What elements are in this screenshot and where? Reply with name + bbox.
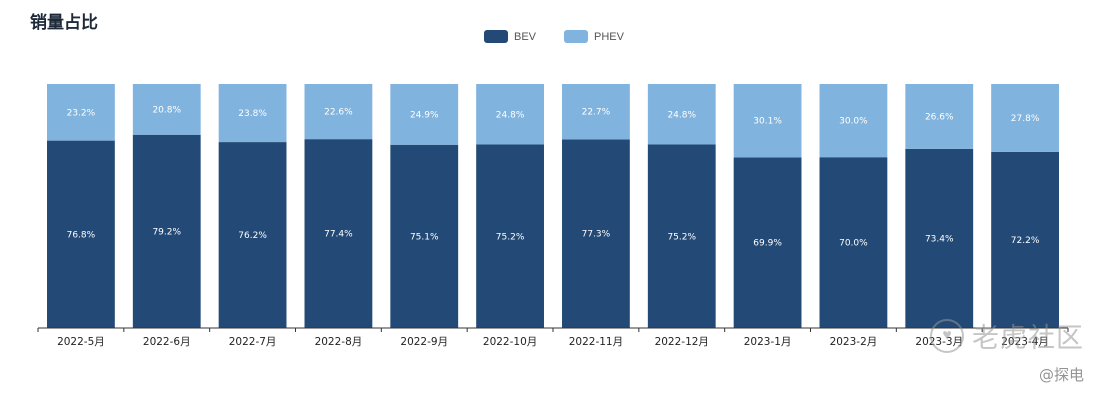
x-tick-label-9: 2023-2月: [830, 336, 878, 348]
data-label-bev-11: 72.2%: [1011, 236, 1040, 246]
bar-phev-0[interactable]: [47, 84, 115, 141]
bar-bev-0[interactable]: [47, 140, 115, 328]
watermark-logo-icon: ♥: [930, 318, 964, 353]
data-label-phev-4: 24.9%: [410, 110, 439, 120]
bar-bev-6[interactable]: [562, 139, 630, 328]
data-label-phev-5: 24.8%: [496, 110, 525, 120]
bar-bev-1[interactable]: [132, 134, 201, 328]
data-label-phev-8: 30.1%: [753, 117, 782, 127]
bar-phev-11[interactable]: [991, 84, 1059, 152]
x-tick-label-3: 2022-8月: [315, 336, 363, 348]
bar-bev-2[interactable]: [218, 142, 287, 328]
legend-swatch-phev: [564, 30, 589, 43]
data-label-phev-6: 22.7%: [582, 108, 611, 118]
data-label-phev-10: 26.6%: [925, 112, 954, 122]
x-tick-label-7: 2022-12月: [655, 336, 709, 348]
bar-phev-7[interactable]: [647, 84, 716, 145]
data-label-phev-7: 24.8%: [667, 110, 696, 120]
legend-label-bev: BEV: [514, 30, 537, 43]
bar-phev-3[interactable]: [304, 84, 373, 140]
bar-bev-8[interactable]: [733, 157, 802, 328]
x-tick-label-0: 2022-5月: [57, 336, 105, 348]
bar-bev-11[interactable]: [991, 151, 1059, 328]
watermark: ♥ 老虎社区: [930, 316, 1084, 355]
data-label-bev-1: 79.2%: [152, 227, 181, 237]
data-label-phev-0: 23.2%: [67, 108, 96, 118]
bar-phev-4[interactable]: [390, 84, 459, 145]
bar-bev-9[interactable]: [819, 157, 888, 328]
bar-phev-5[interactable]: [476, 84, 544, 145]
data-label-bev-0: 76.8%: [67, 230, 96, 240]
legend-swatch-bev: [484, 30, 508, 43]
x-tick-label-5: 2022-10月: [483, 336, 537, 348]
data-label-bev-8: 69.9%: [753, 239, 782, 249]
bar-bev-4[interactable]: [390, 144, 459, 328]
data-label-bev-9: 70.0%: [839, 239, 868, 249]
bar-bev-3[interactable]: [304, 139, 373, 328]
x-tick-label-1: 2022-6月: [143, 336, 191, 348]
data-label-bev-3: 77.4%: [324, 230, 353, 240]
x-tick-label-2: 2022-7月: [229, 336, 277, 348]
bar-bev-10[interactable]: [905, 148, 974, 328]
data-label-bev-4: 75.1%: [410, 232, 439, 242]
watermark-text: 老虎社区: [972, 323, 1084, 354]
x-tick-label-4: 2022-9月: [400, 336, 448, 348]
data-label-bev-2: 76.2%: [238, 231, 267, 241]
data-label-phev-3: 22.6%: [324, 108, 353, 118]
data-label-bev-5: 75.2%: [496, 232, 525, 242]
data-label-bev-7: 75.2%: [667, 232, 696, 242]
chart-legend: BEV PHEV: [0, 30, 1108, 43]
x-tick-label-6: 2022-11月: [569, 336, 623, 348]
bar-phev-8[interactable]: [733, 84, 802, 158]
data-label-phev-11: 27.8%: [1011, 114, 1040, 124]
data-label-bev-6: 77.3%: [582, 230, 611, 240]
data-label-phev-9: 30.0%: [839, 117, 868, 127]
bar-phev-6[interactable]: [562, 84, 630, 140]
data-label-bev-10: 73.4%: [925, 234, 954, 244]
x-tick-label-11: 2023-4月: [1001, 336, 1049, 348]
x-tick-label-8: 2023-1月: [744, 336, 792, 348]
bar-bev-7[interactable]: [647, 144, 716, 328]
chart-title: 销量占比: [30, 13, 98, 33]
legend-item-phev[interactable]: PHEV: [564, 30, 624, 43]
legend-label-phev: PHEV: [594, 30, 624, 43]
data-label-phev-1: 20.8%: [152, 105, 181, 115]
bar-bev-5[interactable]: [476, 144, 544, 328]
legend-item-bev[interactable]: BEV: [484, 30, 536, 43]
bar-phev-2[interactable]: [218, 84, 287, 143]
bar-phev-9[interactable]: [819, 84, 888, 158]
bar-phev-1[interactable]: [132, 84, 201, 135]
bar-phev-10[interactable]: [905, 84, 974, 149]
watermark-sub-text: @探电: [1038, 366, 1084, 384]
data-label-phev-2: 23.8%: [238, 109, 267, 119]
